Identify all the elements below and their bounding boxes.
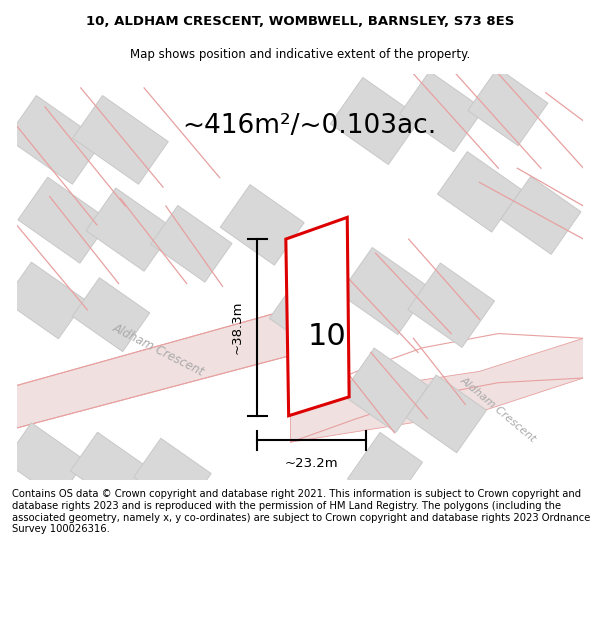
Polygon shape	[408, 263, 494, 348]
Text: ~38.3m: ~38.3m	[230, 301, 244, 354]
Polygon shape	[340, 248, 430, 334]
Text: 10, ALDHAM CRESCENT, WOMBWELL, BARNSLEY, S73 8ES: 10, ALDHAM CRESCENT, WOMBWELL, BARNSLEY,…	[86, 15, 514, 28]
Polygon shape	[269, 276, 350, 354]
Polygon shape	[331, 78, 421, 164]
Polygon shape	[73, 278, 150, 352]
Polygon shape	[341, 348, 428, 432]
Polygon shape	[406, 375, 487, 452]
Text: Aldham Crescent: Aldham Crescent	[110, 321, 206, 378]
Text: Contains OS data © Crown copyright and database right 2021. This information is : Contains OS data © Crown copyright and d…	[12, 489, 590, 534]
Polygon shape	[86, 188, 174, 271]
Polygon shape	[220, 184, 304, 265]
Polygon shape	[501, 177, 581, 254]
Polygon shape	[437, 152, 521, 232]
Text: 10: 10	[308, 322, 347, 351]
Text: ~23.2m: ~23.2m	[285, 458, 338, 471]
Polygon shape	[4, 262, 86, 339]
Polygon shape	[4, 422, 86, 499]
Polygon shape	[73, 96, 168, 184]
Polygon shape	[290, 338, 583, 442]
Polygon shape	[70, 432, 152, 509]
Polygon shape	[17, 296, 338, 428]
Polygon shape	[347, 432, 422, 509]
Polygon shape	[18, 177, 110, 263]
Polygon shape	[400, 71, 484, 152]
Text: Map shows position and indicative extent of the property.: Map shows position and indicative extent…	[130, 48, 470, 61]
Polygon shape	[286, 217, 349, 416]
Text: ~416m²/~0.103ac.: ~416m²/~0.103ac.	[182, 112, 437, 139]
Polygon shape	[134, 438, 211, 512]
Polygon shape	[468, 68, 548, 146]
Text: Aldham Crescent: Aldham Crescent	[458, 374, 538, 444]
Polygon shape	[7, 96, 102, 184]
Polygon shape	[151, 206, 232, 282]
